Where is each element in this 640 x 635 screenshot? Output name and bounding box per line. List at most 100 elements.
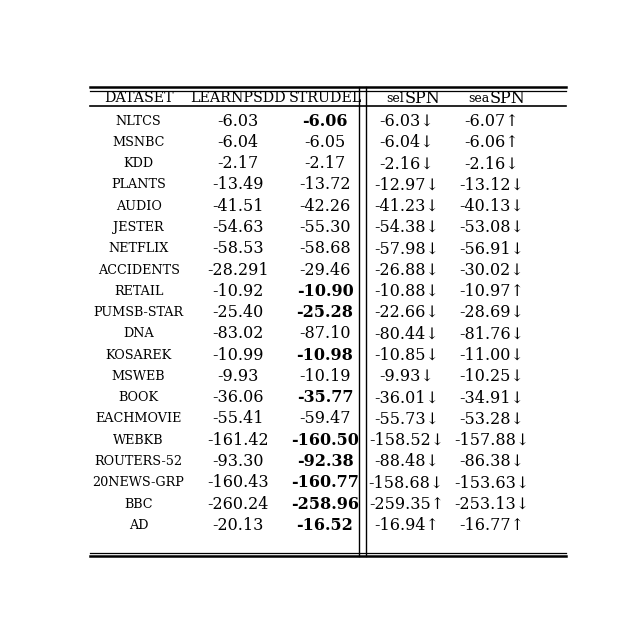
Text: -55.30: -55.30 xyxy=(300,219,351,236)
Text: KDD: KDD xyxy=(124,157,154,170)
Text: -10.97↑: -10.97↑ xyxy=(460,283,524,300)
Text: -53.08↓: -53.08↓ xyxy=(460,219,524,236)
Text: -153.63↓: -153.63↓ xyxy=(454,474,529,491)
Text: -13.12↓: -13.12↓ xyxy=(460,177,524,194)
Text: LEARNPSDD: LEARNPSDD xyxy=(190,91,285,105)
Text: -35.77: -35.77 xyxy=(297,389,353,406)
Text: -16.52: -16.52 xyxy=(296,517,353,534)
Text: -12.97↓: -12.97↓ xyxy=(374,177,439,194)
Text: NLTCS: NLTCS xyxy=(116,115,161,128)
Text: -10.99: -10.99 xyxy=(212,347,264,364)
Text: -86.38↓: -86.38↓ xyxy=(459,453,524,470)
Text: -258.96: -258.96 xyxy=(291,495,359,512)
Text: -9.93: -9.93 xyxy=(217,368,259,385)
Text: -30.02↓: -30.02↓ xyxy=(460,262,524,279)
Text: -58.68: -58.68 xyxy=(300,240,351,257)
Text: -92.38: -92.38 xyxy=(297,453,353,470)
Text: -13.72: -13.72 xyxy=(300,177,351,194)
Text: -58.53: -58.53 xyxy=(212,240,264,257)
Text: -93.30: -93.30 xyxy=(212,453,264,470)
Text: -41.51: -41.51 xyxy=(212,197,264,215)
Text: -25.40: -25.40 xyxy=(212,304,263,321)
Text: KOSAREK: KOSAREK xyxy=(106,349,172,362)
Text: -28.69↓: -28.69↓ xyxy=(460,304,524,321)
Text: AUDIO: AUDIO xyxy=(116,200,161,213)
Text: BBC: BBC xyxy=(124,498,153,511)
Text: -6.07↑: -6.07↑ xyxy=(465,112,519,130)
Text: -55.41: -55.41 xyxy=(212,410,264,427)
Text: BOOK: BOOK xyxy=(118,391,159,404)
Text: -10.85↓: -10.85↓ xyxy=(374,347,439,364)
Text: -83.02: -83.02 xyxy=(212,325,264,342)
Text: RETAIL: RETAIL xyxy=(114,285,163,298)
Text: -40.13↓: -40.13↓ xyxy=(460,197,524,215)
Text: -54.63: -54.63 xyxy=(212,219,264,236)
Text: -160.50: -160.50 xyxy=(291,432,359,449)
Text: ROUTERS-52: ROUTERS-52 xyxy=(95,455,182,468)
Text: -88.48↓: -88.48↓ xyxy=(374,453,439,470)
Text: NETFLIX: NETFLIX xyxy=(108,243,169,255)
Text: -161.42: -161.42 xyxy=(207,432,269,449)
Text: -81.76↓: -81.76↓ xyxy=(459,325,524,342)
Text: -10.19: -10.19 xyxy=(300,368,351,385)
Text: -158.52↓: -158.52↓ xyxy=(369,432,444,449)
Text: -59.47: -59.47 xyxy=(300,410,351,427)
Text: MSWEB: MSWEB xyxy=(112,370,165,383)
Text: -253.13↓: -253.13↓ xyxy=(454,495,529,512)
Text: -157.88↓: -157.88↓ xyxy=(454,432,529,449)
Text: -54.38↓: -54.38↓ xyxy=(374,219,439,236)
Text: -42.26: -42.26 xyxy=(300,197,351,215)
Text: JESTER: JESTER xyxy=(113,221,164,234)
Text: -6.05: -6.05 xyxy=(305,134,346,151)
Text: -36.01↓: -36.01↓ xyxy=(374,389,439,406)
Text: -25.28: -25.28 xyxy=(296,304,353,321)
Text: -10.92: -10.92 xyxy=(212,283,264,300)
Text: ACCIDENTS: ACCIDENTS xyxy=(97,264,179,277)
Text: -6.03↓: -6.03↓ xyxy=(379,112,434,130)
Text: -34.91↓: -34.91↓ xyxy=(460,389,524,406)
Text: EACHMOVIE: EACHMOVIE xyxy=(95,413,182,425)
Text: -55.73↓: -55.73↓ xyxy=(374,410,439,427)
Text: -6.03: -6.03 xyxy=(217,112,259,130)
Text: -6.04: -6.04 xyxy=(217,134,259,151)
Text: -2.17: -2.17 xyxy=(217,155,259,172)
Text: -259.35↑: -259.35↑ xyxy=(369,495,444,512)
Text: -10.25↓: -10.25↓ xyxy=(460,368,524,385)
Text: sel: sel xyxy=(387,91,404,105)
Text: -2.16↓: -2.16↓ xyxy=(379,155,434,172)
Text: -10.90: -10.90 xyxy=(297,283,353,300)
Text: -41.23↓: -41.23↓ xyxy=(374,197,439,215)
Text: -10.98: -10.98 xyxy=(296,347,353,364)
Text: STRUDEL: STRUDEL xyxy=(289,91,362,105)
Text: SPN: SPN xyxy=(404,90,440,107)
Text: -87.10: -87.10 xyxy=(300,325,351,342)
Text: PLANTS: PLANTS xyxy=(111,178,166,192)
Text: -6.04↓: -6.04↓ xyxy=(379,134,434,151)
Text: -80.44↓: -80.44↓ xyxy=(374,325,438,342)
Text: -160.43: -160.43 xyxy=(207,474,269,491)
Text: WEBKB: WEBKB xyxy=(113,434,164,447)
Text: -260.24: -260.24 xyxy=(207,495,268,512)
Text: -53.28↓: -53.28↓ xyxy=(460,410,524,427)
Text: -56.91↓: -56.91↓ xyxy=(459,240,524,257)
Text: -160.77: -160.77 xyxy=(291,474,359,491)
Text: SPN: SPN xyxy=(490,90,525,107)
Text: DATASET: DATASET xyxy=(104,91,173,105)
Text: -10.88↓: -10.88↓ xyxy=(374,283,439,300)
Text: -29.46: -29.46 xyxy=(300,262,351,279)
Text: -28.291: -28.291 xyxy=(207,262,269,279)
Text: -2.16↓: -2.16↓ xyxy=(465,155,519,172)
Text: -13.49: -13.49 xyxy=(212,177,264,194)
Text: -2.17: -2.17 xyxy=(305,155,346,172)
Text: DNA: DNA xyxy=(123,328,154,340)
Text: -6.06↑: -6.06↑ xyxy=(465,134,519,151)
Text: 20NEWS-GRP: 20NEWS-GRP xyxy=(93,476,184,489)
Text: -57.98↓: -57.98↓ xyxy=(374,240,439,257)
Text: -26.88↓: -26.88↓ xyxy=(374,262,439,279)
Text: -6.06: -6.06 xyxy=(302,112,348,130)
Text: sea: sea xyxy=(468,91,490,105)
Text: -158.68↓: -158.68↓ xyxy=(369,474,444,491)
Text: -36.06: -36.06 xyxy=(212,389,264,406)
Text: -11.00↓: -11.00↓ xyxy=(460,347,524,364)
Text: -16.77↑: -16.77↑ xyxy=(459,517,524,534)
